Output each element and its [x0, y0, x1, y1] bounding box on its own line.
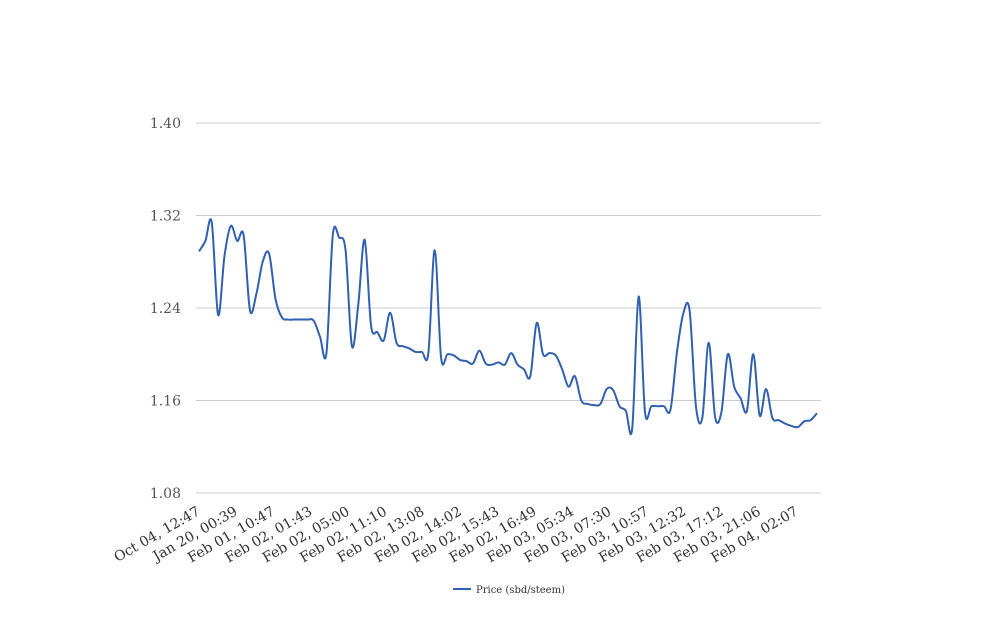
- y-tick-label: 1.32: [150, 209, 181, 225]
- y-tick-label: 1.24: [150, 301, 181, 317]
- legend-label: Price (sbd/steem): [476, 585, 565, 596]
- y-tick-label: 1.16: [150, 394, 181, 410]
- legend: Price (sbd/steem): [453, 585, 565, 596]
- y-tick-label: 1.40: [150, 116, 181, 132]
- y-tick-label: 1.08: [150, 486, 181, 502]
- series-lines: [198, 218, 818, 436]
- y-axis-tick-labels: 1.08 1.16 1.24 1.32 1.40: [150, 116, 181, 502]
- series-line: [198, 218, 818, 436]
- gridlines: [196, 122, 821, 494]
